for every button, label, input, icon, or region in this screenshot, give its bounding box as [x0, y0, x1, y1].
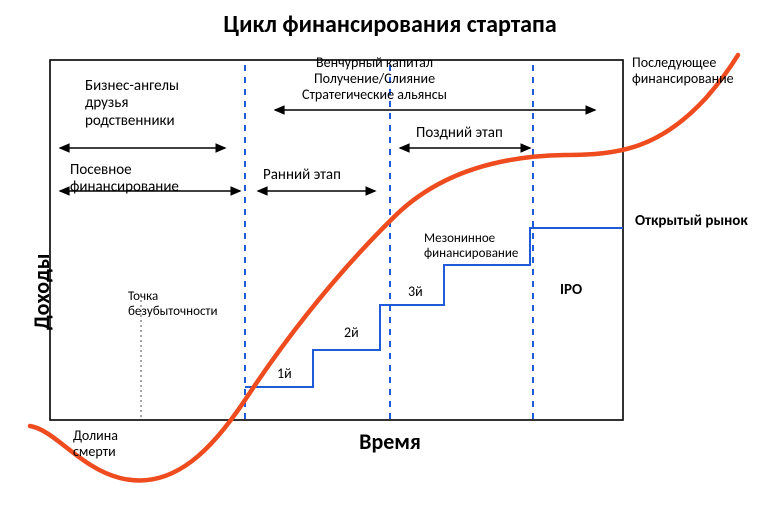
label-early: Ранний этап: [263, 167, 341, 184]
label-ipo: IPO: [560, 282, 582, 299]
label-followon: Последующее финансирование: [632, 55, 734, 87]
label-late: Поздний этап: [416, 125, 503, 142]
label-round3: 3й: [408, 284, 423, 300]
label-open-market: Открытый рынок: [635, 213, 748, 230]
label-angels: Бизнес-ангелы друзья родственники: [85, 78, 179, 130]
label-mezzanine: Мезонинное финансирование: [424, 232, 518, 262]
label-venture: Венчурный капитал Получение/Слияние Стра…: [302, 55, 447, 103]
label-round1: 1й: [277, 366, 292, 382]
label-breakeven: Точка безубыточности: [128, 290, 218, 320]
label-round2: 2й: [344, 325, 359, 341]
label-seed: Посевное финансирование: [70, 162, 179, 197]
diagram-stage: Цикл финансирования стартапа Доходы Врем…: [0, 0, 770, 515]
label-valley: Долина смерти: [73, 428, 118, 460]
